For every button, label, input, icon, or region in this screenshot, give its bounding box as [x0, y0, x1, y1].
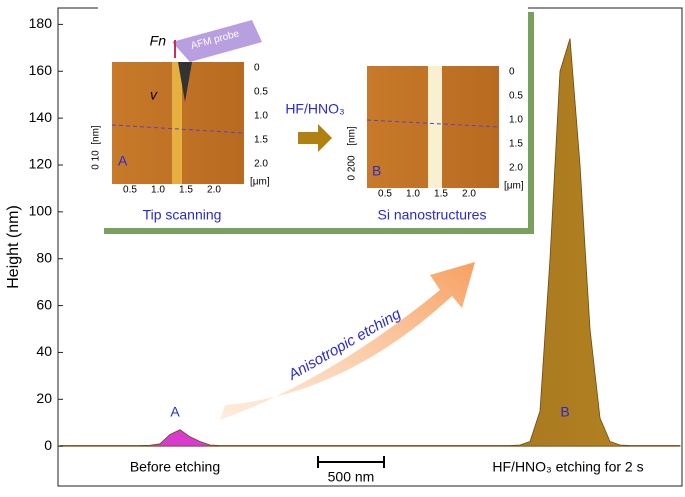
inset-z-ticks: 0 200 [347, 155, 358, 180]
image-label: B [372, 163, 381, 179]
inset-x-tick: 1.0 [151, 185, 165, 196]
profile-area [59, 38, 681, 447]
y-tick-label: 0 [44, 437, 52, 453]
y-tick-label: 60 [36, 296, 52, 312]
y-tick-label: 120 [29, 156, 53, 172]
peak-label: B [560, 404, 569, 420]
inset-y-tick: 0.5 [509, 91, 523, 102]
inset-z-ticks: 0 10 [91, 150, 102, 170]
nanostructure [428, 66, 442, 188]
y-tick-label: 100 [29, 203, 53, 219]
inset-z-unit: [nm] [347, 126, 358, 146]
y-tick-label: 80 [36, 249, 52, 265]
caption: HF/HNO₃ etching for 2 s [492, 459, 643, 475]
inset: AFM probe Fn v A B HF/HNO₃ Tip scanning … [91, 6, 534, 234]
probe [172, 20, 262, 62]
image-label: A [118, 153, 128, 169]
y-tick-label: 160 [29, 62, 53, 78]
inset-y-tick: 1.0 [509, 115, 523, 126]
inset-x-unit: [μm] [504, 181, 524, 192]
scan-line [366, 119, 500, 128]
y-tick-label: 40 [36, 343, 52, 359]
inset-caption: Si nanostructures [378, 207, 487, 223]
inset-x-tick: 2.0 [462, 189, 476, 200]
inset-x-unit: [μm] [250, 177, 270, 188]
scan-line [111, 124, 245, 134]
inset-x-tick: 2.0 [207, 185, 221, 196]
reagent-label: HF/HNO₃ [285, 101, 344, 117]
y-tick-label: 20 [36, 390, 52, 406]
y-tick-label: 180 [29, 15, 53, 31]
peak-label: A [170, 404, 180, 420]
inset-y-tick: 1.5 [254, 135, 268, 146]
inset-y-tick: 1.0 [254, 111, 268, 122]
inset-y-tick: 0 [254, 63, 260, 74]
inset-x-tick: 1.0 [406, 189, 420, 200]
scale-label: 500 nm [328, 469, 375, 485]
inset-z-unit: [nm] [91, 125, 102, 145]
velocity-label: v [150, 87, 158, 103]
inset-x-tick: 1.5 [179, 185, 193, 196]
inset-y-tick: 1.5 [509, 139, 523, 150]
y-axis-label: Height (nm) [5, 205, 22, 289]
inset-x-tick: 0.5 [378, 189, 392, 200]
inset-y-tick: 0.5 [254, 87, 268, 98]
y-tick-label: 140 [29, 109, 53, 125]
inset-y-tick: 0 [509, 67, 515, 78]
big-arrow [220, 262, 475, 420]
process-arrow [298, 124, 332, 152]
inset-caption: Tip scanning [143, 207, 222, 223]
inset-x-tick: 0.5 [123, 185, 137, 196]
force-label: Fn [150, 33, 167, 49]
caption: Before etching [130, 459, 220, 475]
inset-y-tick: 2.0 [254, 159, 268, 170]
inset-x-tick: 1.5 [434, 189, 448, 200]
afm-groove [172, 62, 182, 184]
inset-y-tick: 2.0 [509, 163, 523, 174]
probe-tip [178, 62, 192, 102]
